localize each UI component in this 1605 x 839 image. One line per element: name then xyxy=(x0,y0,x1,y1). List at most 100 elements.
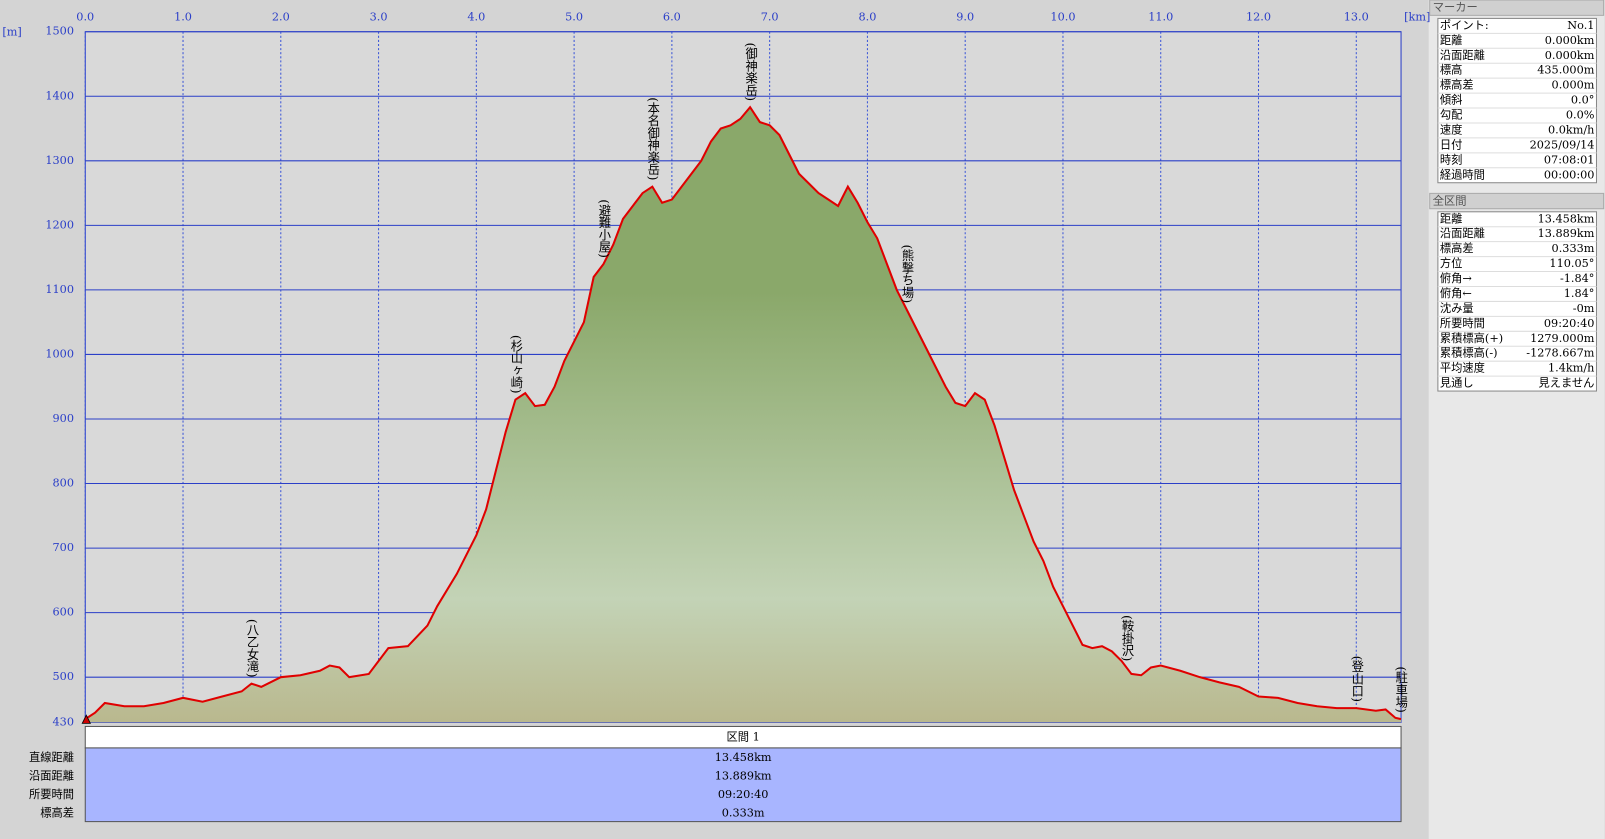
panel-label: 経過時間 xyxy=(1440,168,1485,181)
panel-label: 沿面距離 xyxy=(1440,48,1485,62)
panel-label: 距離 xyxy=(1440,33,1463,47)
x-tick-label: 7.0 xyxy=(761,10,779,23)
x-tick-label: 13.0 xyxy=(1344,10,1369,23)
waypoint-label: (駐車場) xyxy=(1394,666,1408,712)
waypoint-label: (本名御神楽岳) xyxy=(646,97,660,180)
panel-label: 距離 xyxy=(1440,211,1463,225)
panel-value: 110.05° xyxy=(1549,257,1594,270)
y-tick-label: 500 xyxy=(53,670,74,683)
segment-body xyxy=(84,747,1402,823)
waypoint-label: (避難小屋) xyxy=(597,199,611,258)
x-tick-label: 2.0 xyxy=(272,10,290,23)
y-tick-label: 1400 xyxy=(45,89,74,102)
panel-label: 標高差 xyxy=(1440,241,1474,255)
segment-row-value: 13.458km xyxy=(715,751,772,764)
panel-value: 1.84° xyxy=(1564,287,1595,300)
panel-label: 傾斜 xyxy=(1440,93,1463,107)
panel-title: 全区間 xyxy=(1433,194,1467,208)
panel-value: 0.000km xyxy=(1545,49,1595,62)
panel-table xyxy=(1437,17,1597,184)
waypoint-label: (八乙女滝) xyxy=(245,619,259,678)
x-tick-label: 5.0 xyxy=(565,10,583,23)
start-marker xyxy=(81,714,92,724)
y-tick-label: 430 xyxy=(53,715,74,728)
panel-label: 累積標高(+) xyxy=(1440,331,1503,345)
panel-label: 速度 xyxy=(1440,122,1463,136)
y-tick-label: 1300 xyxy=(45,154,74,167)
panel-value: 435.000m xyxy=(1537,64,1595,77)
x-tick-label: 9.0 xyxy=(956,10,974,23)
panel-label: ポイント: xyxy=(1440,19,1489,32)
x-axis-label: [km] xyxy=(1404,10,1430,23)
panel-value: -1.84° xyxy=(1560,272,1594,285)
panel-value: 0.0km/h xyxy=(1548,123,1594,136)
segment-row-value: 0.333m xyxy=(722,806,765,819)
segment-row-value: 13.889km xyxy=(715,770,772,783)
x-tick-label: 6.0 xyxy=(663,10,681,23)
y-tick-label: 600 xyxy=(53,606,74,619)
x-tick-label: 11.0 xyxy=(1148,10,1173,23)
panel-value: -0m xyxy=(1573,302,1595,315)
y-tick-label: 900 xyxy=(53,412,74,425)
segment-row-label: 標高差 xyxy=(40,805,74,819)
panel-value: 00:00:00 xyxy=(1544,168,1595,181)
panel-value: 13.458km xyxy=(1538,212,1595,225)
y-tick-label: 700 xyxy=(53,541,74,554)
panel-label: 標高 xyxy=(1440,63,1463,77)
panel-label: 方位 xyxy=(1440,256,1463,270)
panel-label: 俯角→ xyxy=(1440,271,1473,285)
x-tick-label: 0.0 xyxy=(76,10,94,23)
panel-label: 時刻 xyxy=(1440,152,1463,166)
panel-value: 見えません xyxy=(1539,377,1595,390)
panel-value: 0.333m xyxy=(1552,242,1595,255)
panel-label: 日付 xyxy=(1440,138,1463,151)
panel-title: マーカー xyxy=(1433,1,1478,14)
segment-row-label: 所要時間 xyxy=(29,788,74,801)
y-tick-label: 1000 xyxy=(45,347,74,360)
panel-label: 勾配 xyxy=(1440,109,1463,122)
panel-label: 累積標高(-) xyxy=(1440,346,1498,360)
panel-label: 所要時間 xyxy=(1440,317,1485,330)
panel-value: 09:20:40 xyxy=(1544,317,1595,330)
elevation-line xyxy=(84,105,1402,721)
y-tick-label: 1100 xyxy=(45,283,74,296)
x-tick-label: 12.0 xyxy=(1246,10,1271,23)
y-axis-label: [m] xyxy=(2,26,21,39)
panel-value: No.1 xyxy=(1567,19,1594,32)
segment-row-label: 沿面距離 xyxy=(29,769,74,783)
panel-value: 0.000m xyxy=(1552,79,1595,92)
waypoint-label: (御神楽岳) xyxy=(744,42,758,101)
panel-value: 2025/09/14 xyxy=(1530,138,1595,151)
x-tick-label: 10.0 xyxy=(1050,10,1075,23)
panel-value: -1278.667m xyxy=(1526,347,1594,360)
panel-value: 07:08:01 xyxy=(1544,153,1595,166)
panel-label: 沈み量 xyxy=(1440,301,1474,315)
waypoint-label: (登山口) xyxy=(1350,656,1364,702)
waypoint-label: (鞍掛沢) xyxy=(1120,615,1134,661)
panel-value: 1.4km/h xyxy=(1548,362,1594,375)
panel-title-bar xyxy=(1429,192,1605,210)
y-tick-label: 1500 xyxy=(45,25,74,38)
panel-label: 標高差 xyxy=(1440,78,1474,92)
waypoint-label: (杉山ヶ崎) xyxy=(509,335,523,394)
panel-value: 0.0° xyxy=(1571,94,1595,107)
elevation-area xyxy=(85,107,1402,723)
y-tick-label: 1200 xyxy=(45,218,74,231)
segment-row-value: 09:20:40 xyxy=(718,788,769,801)
panel-label: 見通し xyxy=(1440,377,1474,390)
panel-value: 1279.000m xyxy=(1530,332,1595,345)
y-tick-label: 800 xyxy=(53,477,74,490)
x-tick-label: 3.0 xyxy=(370,10,388,23)
panel-value: 0.0% xyxy=(1566,109,1595,122)
segment-header-text: 区間 1 xyxy=(727,731,760,744)
x-tick-label: 1.0 xyxy=(174,10,192,23)
panel-value: 13.889km xyxy=(1538,227,1595,240)
panel-label: 平均速度 xyxy=(1440,361,1485,375)
panel-value: 0.000km xyxy=(1545,34,1595,47)
panel-title-bar xyxy=(1429,0,1605,16)
x-tick-label: 8.0 xyxy=(858,10,876,23)
x-tick-label: 4.0 xyxy=(467,10,485,23)
panel-label: 俯角← xyxy=(1440,286,1472,300)
